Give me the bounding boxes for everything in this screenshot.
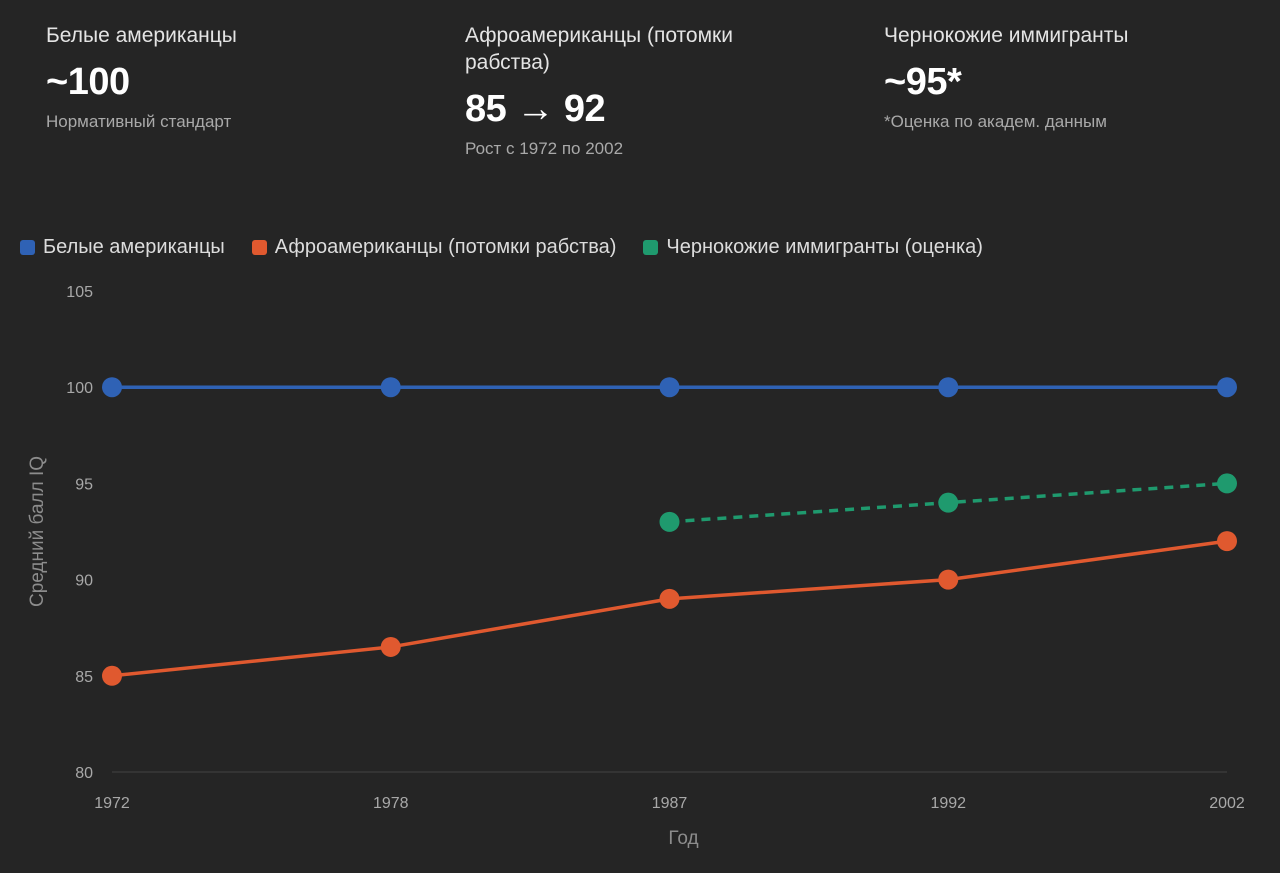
stat-label: Афроамериканцы (потомки рабства) (465, 24, 733, 74)
x-tick-label: 1972 (94, 795, 130, 812)
data-point (102, 665, 122, 686)
x-axis-title: Год (668, 828, 698, 849)
legend-swatch (643, 240, 659, 255)
data-point (102, 377, 122, 398)
x-tick-label: 1987 (652, 795, 688, 812)
x-tick-label: 1978 (373, 795, 409, 812)
y-axis-title: Средний балл IQ (27, 456, 48, 607)
y-tick-label: 95 (75, 476, 93, 493)
stat-value: ~100 (46, 61, 130, 103)
x-tick-label: 2002 (1209, 795, 1245, 812)
legend-label: Чернокожие иммигранты (оценка) (666, 236, 983, 258)
legend-item-african-american[interactable]: Афроамериканцы (потомки рабства) (251, 236, 617, 259)
y-tick-label: 90 (75, 573, 93, 590)
stat-card-white: Белые американцы ~100 Нормативный станда… (46, 22, 386, 133)
stat-label: Белые американцы (46, 24, 237, 47)
stat-card-black-immigrants: Чернокожие иммигранты ~95* *Оценка по ак… (884, 22, 1224, 133)
stat-subtitle: Нормативный стандарт (46, 112, 232, 131)
data-point (1217, 531, 1237, 552)
data-point (659, 588, 680, 609)
legend-label: Белые американцы (43, 236, 225, 258)
legend-label: Афроамериканцы (потомки рабства) (274, 236, 617, 258)
legend-swatch (20, 240, 35, 255)
stat-subtitle: Рост с 1972 по 2002 (465, 139, 624, 158)
legend-item-black-immigrants[interactable]: Чернокожие иммигранты (оценка) (643, 236, 983, 259)
data-point (1217, 473, 1237, 494)
stat-subtitle: *Оценка по академ. данным (884, 112, 1107, 131)
data-point (380, 377, 401, 398)
y-tick-label: 80 (75, 765, 93, 782)
stat-card-african-american: Афроамериканцы (потомки рабства) 85 → 92… (465, 22, 805, 160)
y-tick-label: 100 (66, 380, 93, 397)
x-tick-label: 1992 (930, 795, 966, 812)
data-point (938, 377, 959, 398)
data-point (380, 636, 401, 657)
data-point (938, 492, 959, 513)
data-point (659, 377, 680, 398)
legend-item-white[interactable]: Белые американцы (20, 236, 225, 259)
data-point (1217, 377, 1237, 398)
legend-swatch (251, 240, 267, 255)
y-tick-label: 85 (75, 669, 93, 686)
data-point (659, 511, 680, 532)
y-tick-label: 105 (66, 284, 93, 301)
stat-label: Чернокожие иммигранты (884, 24, 1129, 47)
stat-value: ~95* (884, 61, 962, 103)
data-point (938, 569, 959, 590)
chart-legend: Белые американцы Афроамериканцы (потомки… (20, 236, 1010, 259)
stat-value: 85 → 92 (465, 88, 606, 130)
